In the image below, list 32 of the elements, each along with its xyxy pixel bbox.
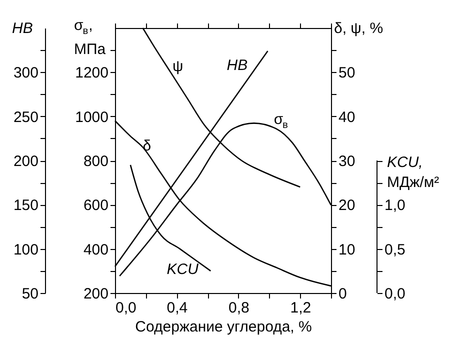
y3-tick-label: 200: [13, 153, 38, 170]
y-tick-label: 1000: [75, 108, 108, 126]
y-tick-label: 600: [83, 197, 108, 214]
y2-tick-label: 30: [338, 153, 356, 170]
y2-tick-label: 0: [338, 286, 347, 302]
x-tick-label: 0,4: [166, 300, 188, 316]
x-tick-label: 1,2: [290, 300, 312, 316]
y2-tick-label: 10: [338, 241, 356, 258]
y-tick-label: 1,0: [384, 197, 406, 214]
x-tick-label: 0,0: [116, 300, 136, 316]
y3-tick-label: 100: [13, 241, 38, 258]
y-tick-label: 0,5: [384, 241, 406, 258]
y3-axis-title: HB: [12, 20, 33, 37]
y-tick-label: 800: [83, 153, 108, 170]
y3-tick-label: 150: [13, 197, 38, 214]
y3-tick-label: 50: [22, 286, 38, 302]
series-label: HB: [226, 56, 248, 74]
y-tick-label: 200: [83, 286, 108, 302]
x-tick-label: 0,8: [228, 300, 250, 316]
y3-tick-label: 300: [13, 64, 38, 82]
y3-tick-label: 250: [13, 108, 38, 126]
y2-tick-label: 50: [338, 64, 356, 82]
series-label: KCU: [166, 260, 199, 278]
x-axis-title: Содержание углерода, %: [135, 318, 312, 336]
y-tick-label: 0,0: [384, 286, 406, 302]
series-label: ψ: [172, 58, 184, 76]
y-tick-label: 1200: [75, 64, 108, 82]
y-axis-title: KCU, МДж/м²: [387, 154, 440, 191]
y-tick-label: 400: [83, 241, 108, 258]
y2-tick-label: 40: [338, 108, 356, 126]
y2-axis-title: δ, ψ, %: [334, 20, 384, 37]
y2-tick-label: 20: [338, 197, 356, 214]
